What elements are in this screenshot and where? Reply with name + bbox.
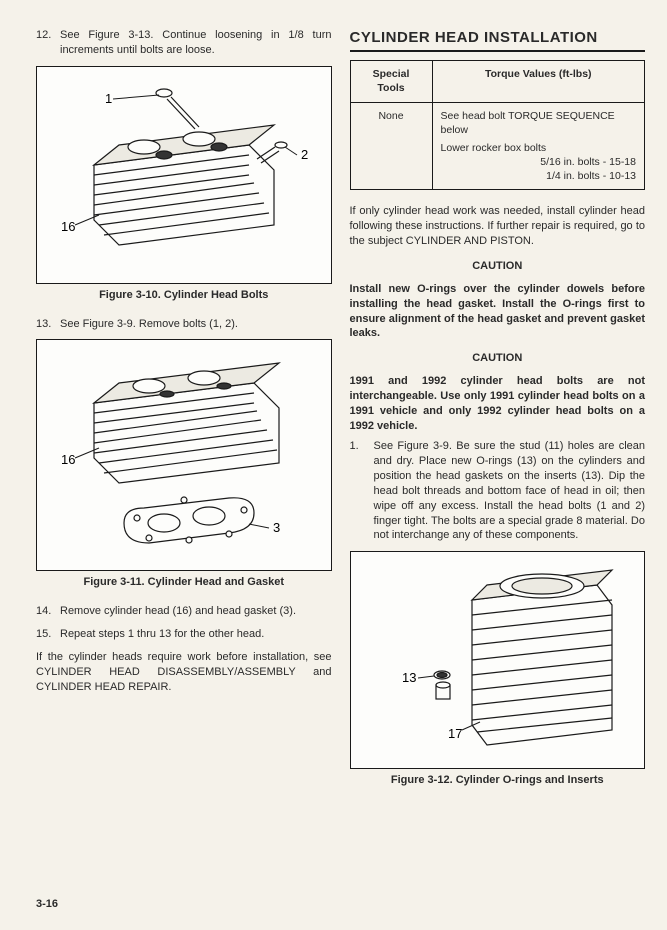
- caution-heading-2: CAUTION: [350, 351, 646, 366]
- step-text: Repeat steps 1 thru 13 for the other hea…: [60, 627, 264, 642]
- step-num: 13.: [36, 317, 54, 332]
- tools-table: Special Tools Torque Values (ft-lbs) Non…: [350, 60, 646, 190]
- step-12: 12. See Figure 3-13. Continue loosening …: [36, 28, 332, 58]
- figure-3-11: 16 3: [36, 339, 332, 571]
- caution-2-text: 1991 and 1992 cylinder head bolts are no…: [350, 374, 646, 433]
- fig12-label-13: 13: [402, 670, 416, 685]
- fig10-label-16: 16: [61, 219, 75, 234]
- caution-1-text: Install new O-rings over the cylinder do…: [350, 282, 646, 341]
- cylinder-orings-svg: 13 17: [362, 560, 632, 760]
- step-14: 14. Remove cylinder head (16) and head g…: [36, 604, 332, 619]
- fig11-label-3: 3: [273, 520, 280, 535]
- fig10-caption: Figure 3-10. Cylinder Head Bolts: [36, 288, 332, 303]
- figure-3-12: 13 17: [350, 551, 646, 769]
- step-15: 15. Repeat steps 1 thru 13 for the other…: [36, 627, 332, 642]
- fig12-label-17: 17: [448, 726, 462, 741]
- figure-3-10: 1 2 16: [36, 66, 332, 284]
- fig11-label-16: 16: [61, 452, 75, 467]
- intro-para: If only cylinder head work was needed, i…: [350, 204, 646, 249]
- torque-line-c: 5/16 in. bolts - 15-18: [441, 155, 636, 169]
- torque-line-b: Lower rocker box bolts: [441, 141, 636, 155]
- tools-header-2: Torque Values (ft-lbs): [432, 61, 644, 102]
- tools-header-1: Special Tools: [350, 61, 432, 102]
- step-13: 13. See Figure 3-9. Remove bolts (1, 2).: [36, 317, 332, 332]
- left-column: 12. See Figure 3-13. Continue loosening …: [36, 28, 332, 802]
- step-num: 14.: [36, 604, 54, 619]
- fig12-caption: Figure 3-12. Cylinder O-rings and Insert…: [350, 773, 646, 788]
- left-note: If the cylinder heads require work befor…: [36, 650, 332, 695]
- step-text: Remove cylinder head (16) and head gaske…: [60, 604, 296, 619]
- fig11-caption: Figure 3-11. Cylinder Head and Gasket: [36, 575, 332, 590]
- step-num: 12.: [36, 28, 54, 58]
- torque-line-d: 1/4 in. bolts - 10-13: [441, 169, 636, 183]
- cylinder-head-gasket-svg: 16 3: [49, 348, 319, 562]
- step-text: See Figure 3-13. Continue loosening in 1…: [60, 28, 332, 58]
- step-text: See Figure 3-9. Be sure the stud (11) ho…: [374, 439, 646, 543]
- fig10-label-2: 2: [301, 147, 308, 162]
- caution-heading-1: CAUTION: [350, 259, 646, 274]
- tools-cell-2: See head bolt TORQUE SEQUENCE below Lowe…: [432, 102, 644, 190]
- step-num: 15.: [36, 627, 54, 642]
- step-text: See Figure 3-9. Remove bolts (1, 2).: [60, 317, 238, 332]
- fig10-label-1: 1: [105, 91, 112, 106]
- page-columns: 12. See Figure 3-13. Continue loosening …: [36, 28, 645, 802]
- torque-line-a: See head bolt TORQUE SEQUENCE below: [441, 109, 636, 137]
- page-number: 3-16: [36, 897, 58, 912]
- step-num: 1.: [350, 439, 368, 543]
- cylinder-head-bolts-svg: 1 2 16: [49, 75, 319, 275]
- right-step-1: 1. See Figure 3-9. Be sure the stud (11)…: [350, 439, 646, 543]
- tools-cell-1: None: [350, 102, 432, 190]
- right-column: CYLINDER HEAD INSTALLATION Special Tools…: [350, 28, 646, 802]
- section-title: CYLINDER HEAD INSTALLATION: [350, 28, 646, 52]
